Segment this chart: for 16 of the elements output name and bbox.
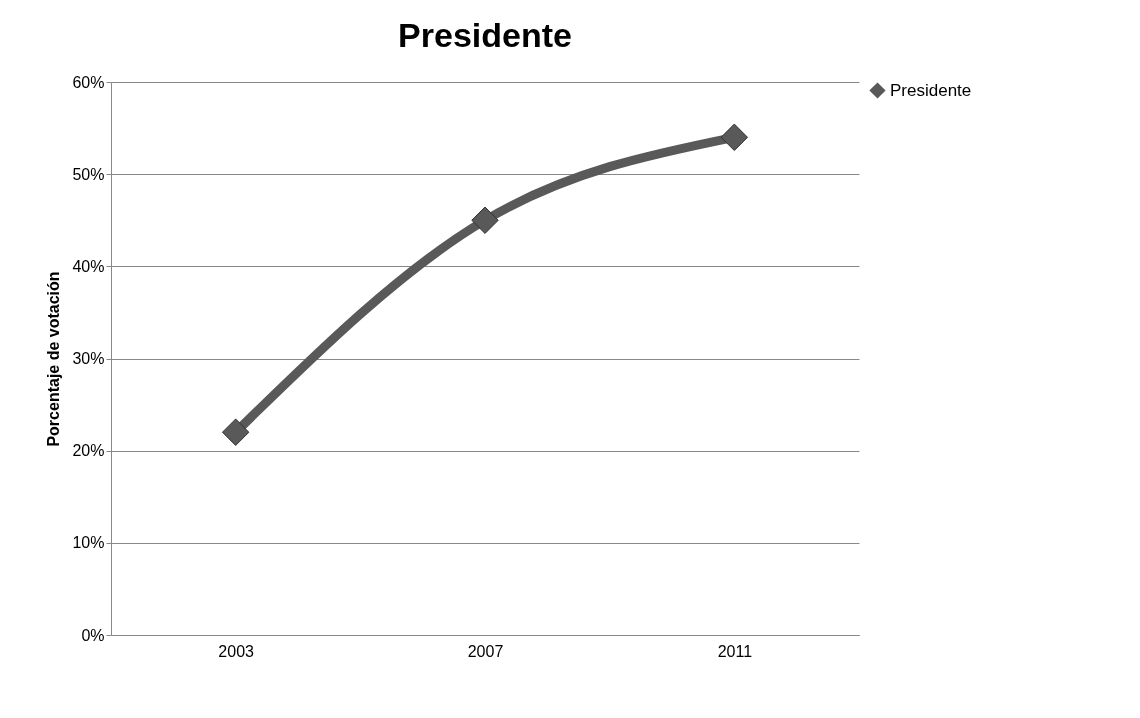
x-tick-label: 2011 (717, 642, 753, 660)
chart-title: Presidente (398, 16, 572, 54)
y-tick-label: 60% (72, 73, 105, 91)
point (221, 418, 250, 446)
point (471, 206, 499, 234)
legend-label: Presidente (890, 80, 972, 100)
y-tick-label: 40% (72, 257, 105, 275)
y-tick-label: 0% (81, 626, 105, 644)
x-tick-label: 2007 (467, 642, 504, 660)
y-tick-label: 10% (72, 534, 105, 552)
x-tick-label: 2003 (218, 642, 255, 660)
y-axis-title: Porcentaje de votación (45, 271, 63, 447)
point (720, 123, 749, 152)
y-tick-label: 30% (72, 350, 105, 367)
y-tick-label: 50% (72, 165, 105, 183)
y-tick-label: 20% (72, 442, 105, 460)
